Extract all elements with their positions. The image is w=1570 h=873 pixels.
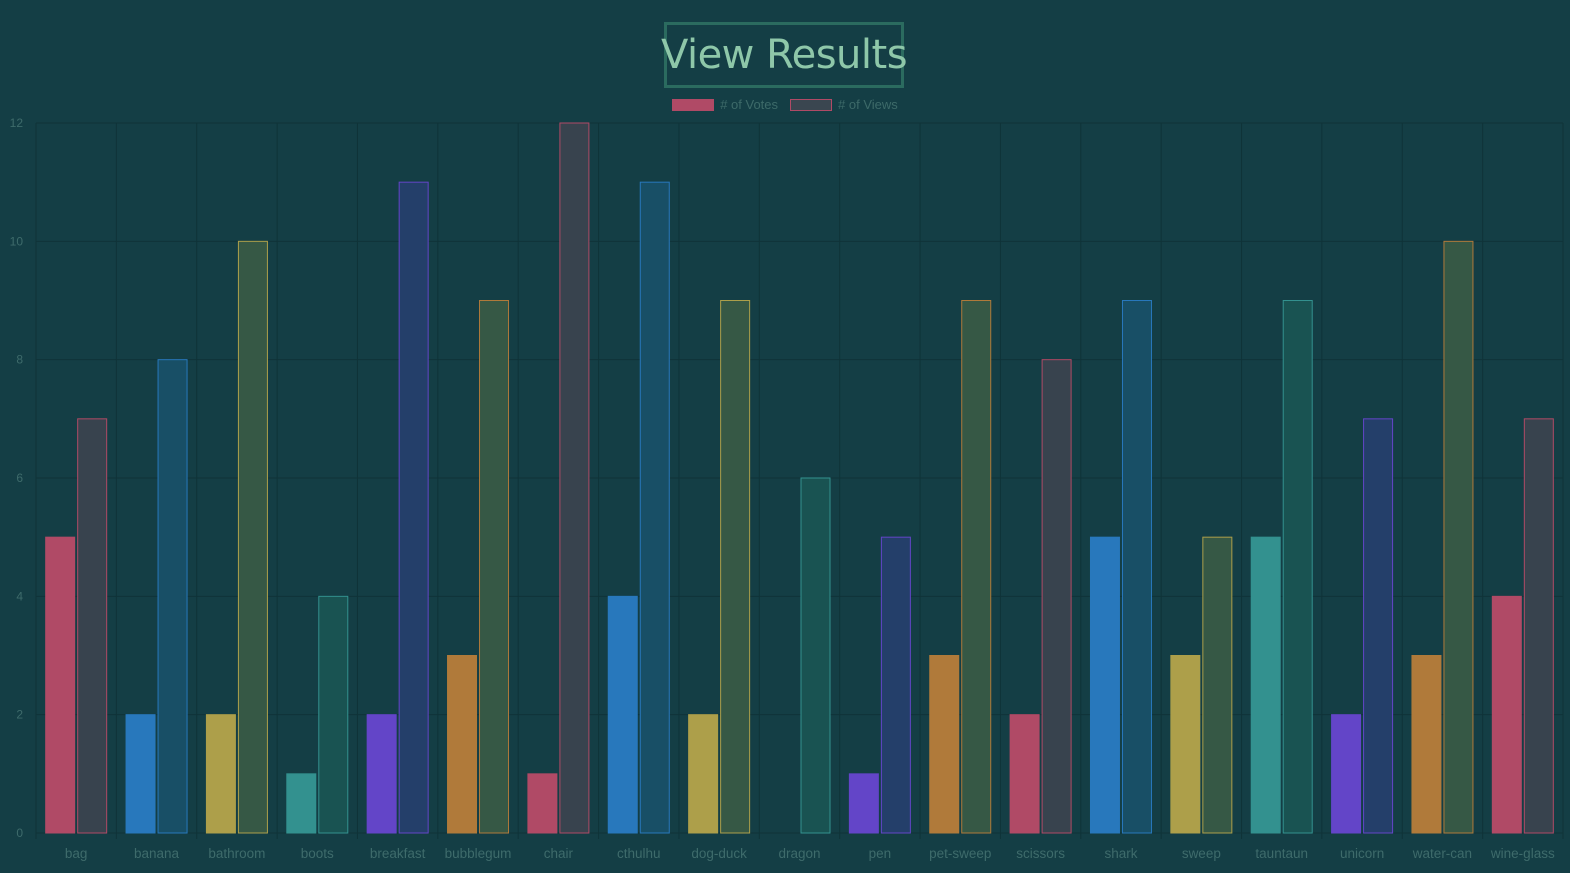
bar-votes-dog-duck: [688, 714, 719, 834]
bar-votes-wine-glass: [1491, 595, 1522, 834]
x-tick-label-pet-sweep: pet-sweep: [929, 846, 991, 861]
bar-views-shark: [1121, 300, 1152, 834]
y-tick-label: 10: [10, 234, 24, 248]
x-tick-label-sweep: sweep: [1182, 846, 1221, 861]
x-tick-label-chair: chair: [544, 846, 574, 861]
bar-views-dog-duck: [720, 300, 751, 834]
bar-views-sweep: [1202, 536, 1233, 834]
chart-legend: # of Votes # of Views: [0, 97, 1570, 112]
bar-views-bubblegum: [479, 300, 510, 834]
bar-votes-pet-sweep: [929, 655, 960, 834]
bar-views-chair: [559, 122, 590, 834]
bar-votes-banana: [125, 714, 156, 834]
legend-swatch-views: [790, 98, 833, 111]
x-tick-label-dragon: dragon: [778, 846, 820, 861]
bar-views-pet-sweep: [961, 300, 992, 834]
bar-views-cthulhu: [639, 181, 670, 834]
x-tick-label-breakfast: breakfast: [370, 846, 426, 861]
x-tick-label-cthulhu: cthulhu: [617, 846, 661, 861]
bar-votes-scissors: [1009, 714, 1040, 834]
bar-votes-bathroom: [205, 714, 236, 834]
y-tick-label: 4: [16, 589, 23, 603]
bar-votes-bubblegum: [447, 655, 478, 834]
y-tick-label: 12: [10, 116, 24, 130]
bar-votes-unicorn: [1331, 714, 1362, 834]
y-tick-label: 6: [16, 471, 23, 485]
x-tick-label-bubblegum: bubblegum: [445, 846, 512, 861]
x-tick-label-bag: bag: [65, 846, 88, 861]
bar-views-dragon: [800, 477, 831, 834]
x-tick-label-pen: pen: [869, 846, 892, 861]
y-tick-label: 2: [16, 708, 23, 722]
x-tick-label-unicorn: unicorn: [1340, 846, 1384, 861]
bar-votes-pen: [848, 773, 879, 834]
x-tick-label-water-can: water-can: [1412, 846, 1472, 861]
bar-views-boots: [318, 595, 349, 834]
page-title: View Results: [660, 32, 908, 78]
bar-votes-cthulhu: [607, 595, 638, 834]
bar-votes-water-can: [1411, 655, 1442, 834]
legend-item-views[interactable]: # of Views: [790, 97, 898, 112]
x-tick-label-banana: banana: [134, 846, 180, 861]
bar-views-bathroom: [237, 240, 268, 834]
bar-views-pen: [880, 536, 911, 834]
legend-item-votes[interactable]: # of Votes: [672, 97, 778, 112]
bar-votes-tauntaun: [1250, 536, 1281, 834]
bar-views-bag: [77, 418, 108, 834]
x-tick-label-tauntaun: tauntaun: [1255, 846, 1308, 861]
y-tick-label: 0: [16, 826, 23, 840]
bar-views-wine-glass: [1523, 418, 1554, 834]
x-tick-label-wine-glass: wine-glass: [1490, 846, 1555, 861]
bars: [45, 122, 1554, 834]
x-tick-label-boots: boots: [301, 846, 334, 861]
bar-views-breakfast: [398, 181, 429, 834]
bar-votes-breakfast: [366, 714, 397, 834]
axis-labels: 0 2 4 6 8 10 12 bag banana bathroom boots breakfast…: [10, 116, 1555, 861]
legend-swatch-votes: [672, 98, 715, 111]
bar-votes-bag: [45, 536, 76, 834]
x-tick-label-dog-duck: dog-duck: [691, 846, 747, 861]
page-title-box: View Results: [660, 22, 908, 88]
legend-label-views: # of Views: [838, 97, 898, 112]
bar-votes-boots: [286, 773, 317, 834]
x-tick-label-scissors: scissors: [1016, 846, 1065, 861]
bar-votes-chair: [527, 773, 558, 834]
bar-views-unicorn: [1363, 418, 1394, 834]
bar-views-tauntaun: [1282, 300, 1313, 834]
bar-views-water-can: [1443, 240, 1474, 834]
y-tick-label: 8: [16, 353, 23, 367]
bar-votes-shark: [1089, 536, 1120, 834]
x-tick-label-shark: shark: [1104, 846, 1137, 861]
legend-label-votes: # of Votes: [720, 97, 779, 112]
bar-views-scissors: [1041, 359, 1072, 834]
bar-votes-sweep: [1170, 655, 1201, 834]
x-tick-label-bathroom: bathroom: [208, 846, 265, 861]
bar-views-banana: [157, 359, 188, 834]
